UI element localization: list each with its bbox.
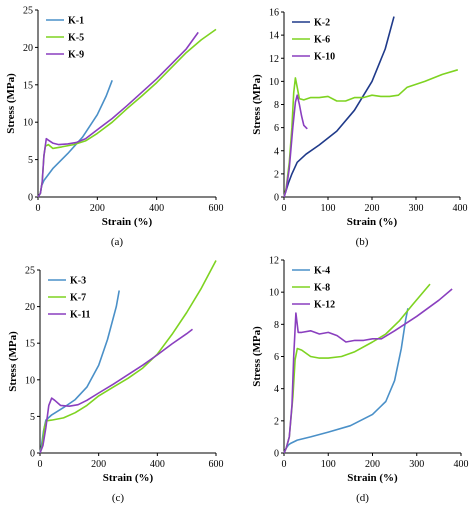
y-tick-label: 12 <box>269 256 279 267</box>
y-tick-label: 0 <box>274 449 279 460</box>
x-tick-label: 200 <box>91 459 106 470</box>
y-tick-label: 25 <box>25 266 35 277</box>
y-tick-label: 6 <box>274 123 279 134</box>
panel-caption: (c) <box>112 492 125 504</box>
y-tick-label: 8 <box>274 100 279 111</box>
legend-label: K-2 <box>314 18 330 29</box>
legend-label: K-5 <box>68 33 84 44</box>
legend-label: K-12 <box>314 300 335 311</box>
x-tick-label: 200 <box>365 203 380 214</box>
x-tick-label: 200 <box>365 459 380 470</box>
x-tick-label: 400 <box>150 459 165 470</box>
y-axis-label: Stress (MPa) <box>251 326 263 387</box>
x-axis-label: Strain (%) <box>103 472 154 484</box>
y-tick-label: 12 <box>269 54 279 65</box>
x-tick-label: 400 <box>453 203 468 214</box>
y-tick-label: 10 <box>269 288 279 299</box>
y-tick-label: 10 <box>25 375 35 386</box>
x-axis-label: Strain (%) <box>102 216 153 228</box>
x-tick-label: 200 <box>90 203 105 214</box>
y-tick-label: 4 <box>274 384 279 395</box>
series-line-k-5 <box>37 28 217 198</box>
x-tick-label: 0 <box>282 459 287 470</box>
legend-label: K-1 <box>68 16 84 27</box>
series-line-k-4 <box>283 308 409 454</box>
y-tick-label: 0 <box>274 193 279 204</box>
legend-label: K-10 <box>314 52 335 63</box>
x-tick-label: 600 <box>209 459 224 470</box>
y-axis-label: Stress (MPa) <box>5 73 17 134</box>
panel-caption: (a) <box>111 236 124 248</box>
x-tick-label: 400 <box>454 459 469 470</box>
series-line-k-9 <box>37 31 199 198</box>
x-tick-label: 0 <box>38 459 43 470</box>
x-tick-label: 300 <box>409 459 424 470</box>
y-tick-label: 0 <box>28 193 33 204</box>
y-tick-label: 20 <box>25 302 35 313</box>
y-tick-label: 14 <box>269 31 279 42</box>
y-axis-label: Stress (MPa) <box>251 74 263 135</box>
chart-panel-2: 0 5 10 15 20 25 0 200 400 600 Strain (%) Stress (MP… <box>7 260 224 504</box>
y-tick-label: 10 <box>269 77 279 88</box>
chart-panel-0: 0 5 10 15 20 25 0 200 400 600 Strain (%) Stress (MP… <box>5 6 224 249</box>
legend-label: K-9 <box>68 50 84 61</box>
panel-caption: (d) <box>356 492 369 504</box>
y-tick-label: 2 <box>274 169 279 180</box>
series-line-k-7 <box>39 260 217 454</box>
series-line-k-2 <box>283 16 395 198</box>
y-tick-label: 6 <box>274 352 279 363</box>
x-tick-label: 600 <box>209 203 224 214</box>
y-tick-label: 8 <box>274 320 279 331</box>
y-tick-label: 25 <box>23 6 33 17</box>
y-tick-label: 10 <box>23 118 33 129</box>
chart-panel-3: 0 2 4 6 8 10 12 0 100 200 300 400 Strain (%) Stress (… <box>251 256 469 505</box>
series-line-k-6 <box>283 69 459 198</box>
x-tick-label: 100 <box>321 459 336 470</box>
y-tick-label: 20 <box>23 43 33 54</box>
x-tick-label: 0 <box>36 203 41 214</box>
y-tick-label: 5 <box>28 155 33 166</box>
legend-label: K-8 <box>314 283 330 294</box>
y-tick-label: 15 <box>23 80 33 91</box>
y-tick-label: 2 <box>274 416 279 427</box>
x-tick-label: 300 <box>409 203 424 214</box>
y-axis-label: Stress (MPa) <box>7 331 19 392</box>
legend-label: K-4 <box>314 266 330 277</box>
legend-label: K-6 <box>314 35 330 46</box>
x-tick-label: 0 <box>282 203 287 214</box>
series-line-k-11 <box>39 328 193 454</box>
y-tick-label: 15 <box>25 339 35 350</box>
series-line-k-1 <box>37 80 113 198</box>
series-line-k-8 <box>283 283 431 454</box>
legend-label: K-7 <box>70 293 86 304</box>
x-axis-label: Strain (%) <box>347 472 398 484</box>
x-tick-label: 100 <box>321 203 336 214</box>
panel-caption: (b) <box>356 236 369 248</box>
series-line-k-10 <box>283 94 308 198</box>
legend-label: K-11 <box>70 310 91 321</box>
y-tick-label: 4 <box>274 146 279 157</box>
series-line-k-12 <box>283 288 453 454</box>
y-tick-label: 5 <box>30 412 35 423</box>
y-tick-label: 0 <box>30 449 35 460</box>
y-tick-label: 16 <box>269 8 279 19</box>
x-tick-label: 400 <box>149 203 164 214</box>
legend-label: K-3 <box>70 276 86 287</box>
x-axis-label: Strain (%) <box>347 216 398 228</box>
chart-panel-1: 0 2 4 6 8 10 12 14 16 0 100 200 300 400 Strain (%) Stre… <box>251 8 468 249</box>
